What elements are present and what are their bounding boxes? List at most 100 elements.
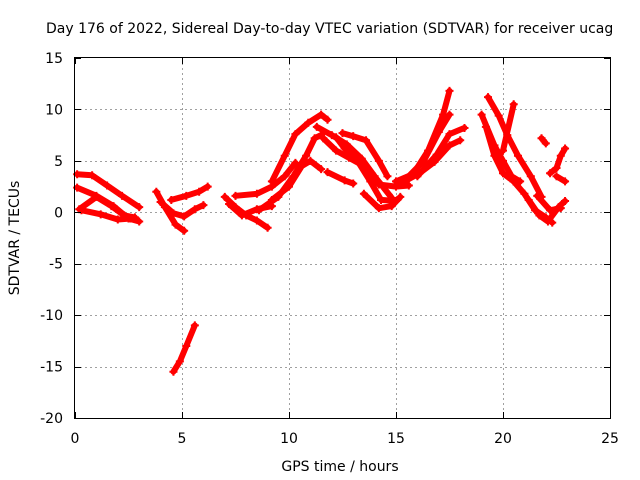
data-point [297,162,306,170]
data-point [445,141,454,150]
series-arc-31 [533,191,565,215]
data-point [252,216,261,225]
data-point [310,134,319,143]
data-point [118,191,127,200]
grid [75,58,610,418]
data-point [92,192,101,201]
data-point [317,110,326,119]
data-point [332,146,341,155]
series-arc-18 [323,168,358,188]
data-point [481,122,490,131]
series-line [168,183,211,203]
data-point [477,110,486,119]
chart-title: Day 176 of 2022, Sidereal Day-to-day VTE… [46,21,613,37]
data-point [353,156,362,165]
data-point [199,201,208,210]
data-point [561,144,570,153]
data-point [494,111,503,120]
data-point [374,204,383,213]
y-tick-label: 15 [45,51,63,67]
data-point [396,192,405,201]
data-point [509,177,518,186]
data-point [156,198,165,206]
data-point [377,195,386,204]
data-point [561,196,570,205]
data-point [180,226,189,235]
data-point [434,128,443,137]
data-point [135,217,144,226]
data-point [543,217,552,226]
data-point [456,136,465,145]
data-point [96,210,105,219]
x-tick-label: 5 [178,431,187,447]
series-arc-17 [332,133,400,205]
data-point [319,134,328,143]
data-point [513,151,522,160]
data-point [359,189,368,198]
y-tick-label: -5 [49,257,63,273]
data-point [499,146,507,155]
data-point [509,100,518,109]
y-tick-label: 10 [45,102,63,118]
x-axis-label: GPS time / hours [281,459,398,475]
y-tick-label: -20 [40,411,63,427]
data-point [312,122,321,131]
data-point [552,172,561,181]
data-point [445,86,454,95]
data-point [113,215,122,224]
data-point [167,195,176,204]
series-arc-33 [546,144,570,178]
series-arc-7 [167,182,212,204]
data-point [524,195,533,204]
data-point [383,172,392,181]
series-line [78,207,134,223]
data-point [280,172,289,181]
series-line [170,322,198,375]
data-point [182,191,191,200]
series-line [324,169,357,187]
data-point [285,182,293,191]
data-point [180,212,189,221]
series-arc-34 [552,172,570,186]
data-point [546,169,555,178]
data-point [169,209,178,218]
data-point [537,134,546,143]
data-point [267,177,276,186]
data-point [398,178,407,187]
data-point [535,211,544,220]
data-point [561,177,570,186]
data-point [445,110,454,119]
data-point [267,195,276,204]
series-arc-11 [231,158,300,200]
data-point [220,192,229,201]
data-point [190,321,199,330]
data-point [404,181,413,190]
data-point [302,151,311,160]
data-point [169,367,178,376]
data-point [171,220,180,229]
y-tick-label: 5 [54,154,63,170]
series-line [403,111,453,182]
series-arc-14 [267,110,332,186]
data-point [195,187,204,196]
x-tick-label: 25 [601,431,619,447]
data-point [556,204,565,213]
data-point [225,200,234,209]
y-tick-label: -15 [40,360,63,376]
data-point [556,151,565,160]
data-point [499,156,507,165]
data-point [306,156,315,165]
data-point [413,172,422,181]
series-layer [73,86,570,376]
data-point [374,156,383,165]
data-point [231,191,240,200]
data-point [392,177,400,186]
data-point [304,118,313,127]
series-arc-8 [169,321,199,376]
data-point [546,206,555,215]
data-point [499,169,507,178]
x-tick-label: 20 [494,431,512,447]
series-arc-24 [413,123,469,181]
data-point [126,214,135,223]
